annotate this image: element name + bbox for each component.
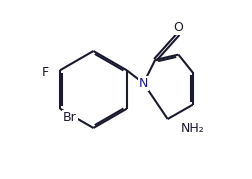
- Text: F: F: [42, 66, 49, 79]
- Text: O: O: [173, 21, 183, 34]
- Text: NH₂: NH₂: [180, 122, 204, 135]
- Text: Br: Br: [63, 111, 77, 124]
- Text: N: N: [138, 77, 148, 90]
